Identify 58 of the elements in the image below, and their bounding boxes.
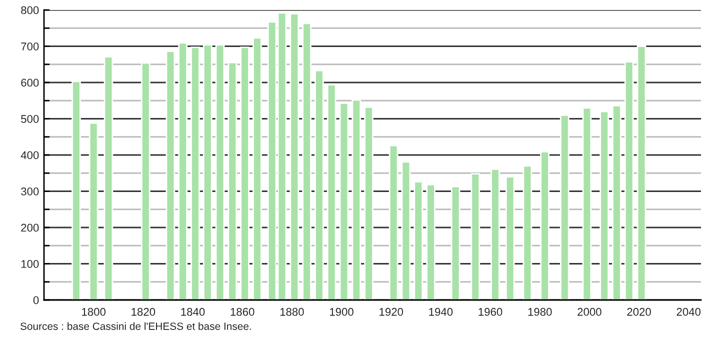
bar: [560, 114, 570, 300]
x-tick-label: 1960: [478, 308, 502, 316]
y-tick-label: 500: [21, 115, 39, 123]
y-tick-label: 100: [21, 260, 39, 268]
source-note: Sources : base Cassini de l'EHESS et base Insee.: [20, 322, 251, 330]
bar: [202, 44, 212, 300]
bar: [401, 161, 411, 300]
x-tick-label: 1860: [230, 308, 254, 316]
x-tick-label: 2000: [578, 308, 602, 316]
bar: [470, 173, 480, 300]
bar: [600, 110, 609, 300]
x-tick-label: 1800: [82, 308, 106, 316]
bar: [540, 151, 550, 300]
y-tick-label: 200: [21, 224, 39, 232]
x-tick-label: 1900: [330, 308, 354, 316]
bar: [450, 186, 460, 300]
bar: [624, 61, 634, 300]
bar: [140, 62, 150, 300]
y-tick-label: 400: [20, 151, 39, 160]
bar: [414, 181, 424, 300]
x-tick-label: 1940: [429, 308, 453, 316]
x-tick-label: 1840: [181, 308, 205, 316]
bar: [240, 46, 250, 300]
bar: [339, 102, 349, 300]
bar: [314, 70, 324, 300]
bar: [352, 99, 362, 300]
bar: [88, 122, 98, 300]
bar: [505, 176, 515, 300]
bar: [72, 80, 81, 300]
bar: [302, 22, 312, 300]
bar: [326, 84, 336, 300]
y-tick-label: 0: [33, 296, 39, 304]
x-tick-label: 1980: [528, 308, 552, 316]
bar: [426, 184, 436, 300]
bar: [104, 56, 114, 300]
bar: [522, 165, 532, 300]
bar: [612, 105, 622, 300]
bar: [178, 42, 188, 300]
x-tick-label: 1820: [132, 308, 156, 316]
bar: [215, 44, 225, 300]
bar: [190, 46, 200, 300]
bar: [166, 50, 176, 300]
bar: [388, 144, 398, 300]
bar: [228, 62, 238, 300]
x-tick-label: 1880: [280, 308, 304, 316]
bar: [252, 37, 262, 300]
bar: [582, 107, 592, 300]
bar: [290, 12, 300, 300]
bar: [636, 46, 646, 300]
x-tick-label: 1920: [380, 308, 404, 316]
y-tick-label: 600: [21, 78, 39, 87]
y-tick-label: 300: [21, 188, 39, 196]
bar: [490, 168, 500, 300]
bar: [364, 106, 374, 300]
x-tick-label: 2040: [676, 308, 701, 316]
y-tick-label: 700: [21, 42, 39, 50]
x-tick-label: 2020: [627, 308, 651, 316]
y-tick-label: 800: [21, 6, 39, 14]
